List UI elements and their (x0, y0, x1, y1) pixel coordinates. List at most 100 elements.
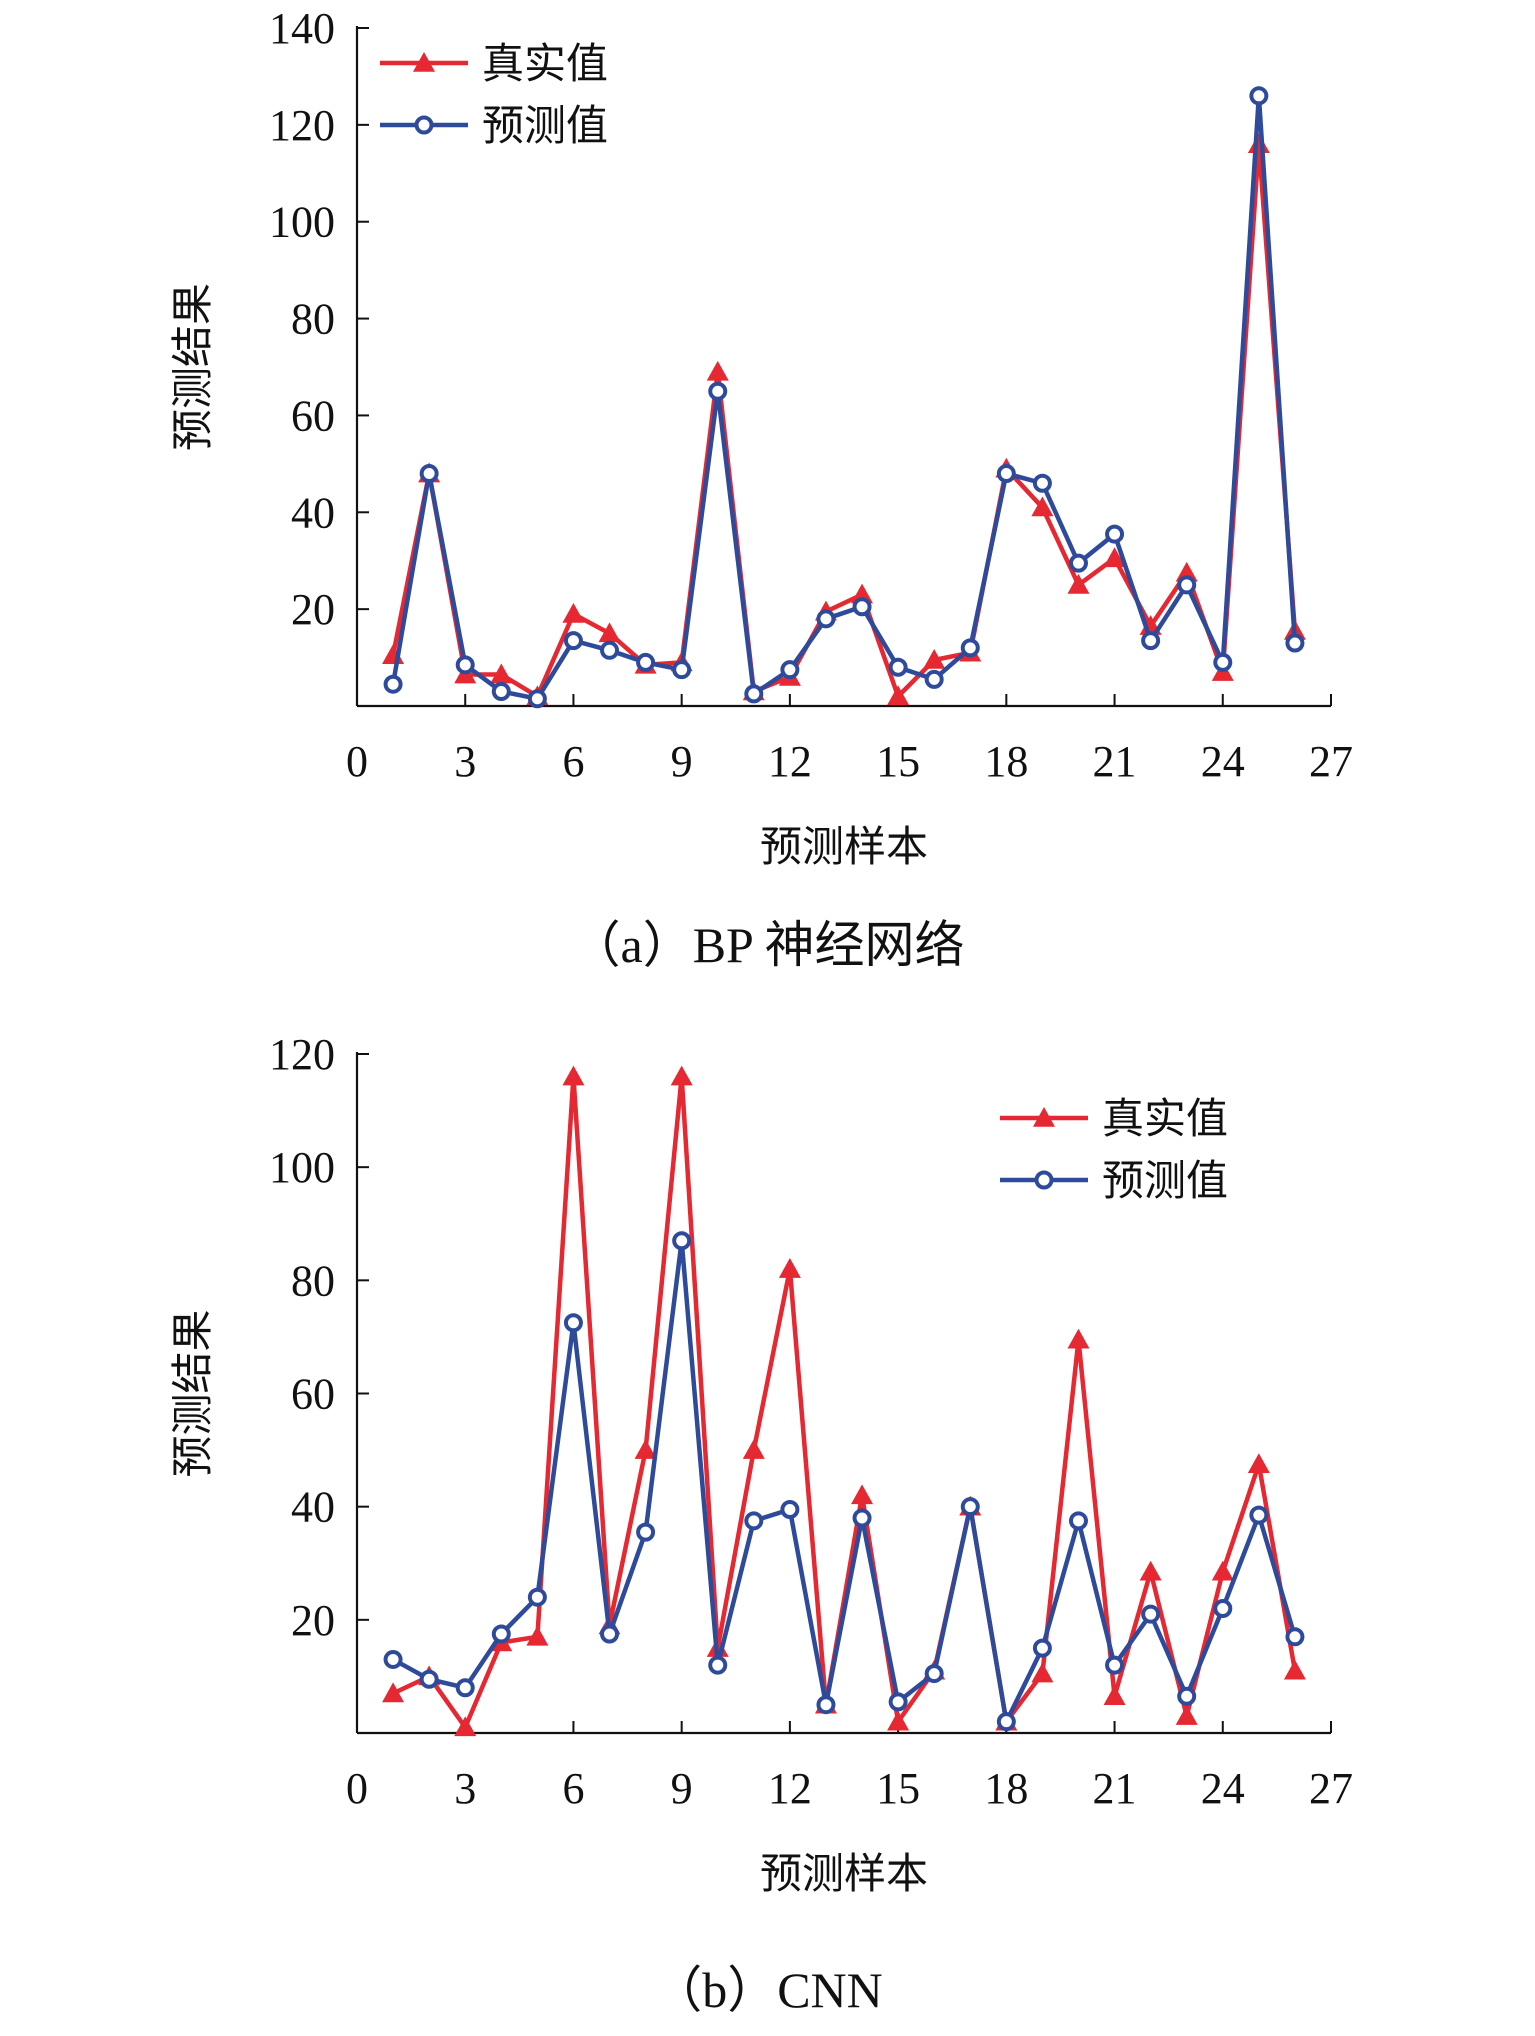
data-point (1141, 631, 1161, 651)
data-point (598, 622, 621, 643)
x-tick-label: 18 (984, 737, 1028, 786)
y-tick-label: 120 (269, 101, 335, 150)
data-point (672, 1231, 692, 1251)
x-tick-label: 24 (1201, 1764, 1245, 1813)
data-point (816, 609, 836, 629)
y-tick-label: 120 (269, 1030, 335, 1079)
data-point (383, 674, 403, 694)
legend-marker (1033, 1107, 1055, 1127)
data-point (706, 360, 729, 381)
data-point (600, 640, 620, 660)
data-point (382, 1682, 405, 1703)
y-tick-label: 40 (291, 1483, 335, 1532)
data-point (924, 1664, 944, 1684)
data-point (1031, 496, 1054, 517)
data-point (887, 685, 910, 706)
y-tick-label: 100 (269, 1143, 335, 1192)
x-tick-label: 6 (562, 737, 584, 786)
data-point (455, 1678, 475, 1698)
x-axis-label: 预测样本 (760, 1849, 928, 1898)
x-tick-label: 12 (768, 1764, 812, 1813)
data-point (1213, 652, 1233, 672)
data-point (888, 1692, 908, 1712)
data-point (1032, 1638, 1052, 1658)
data-point (1285, 1627, 1305, 1647)
data-point (1105, 1655, 1125, 1675)
x-tick-label: 15 (876, 737, 920, 786)
legend-marker (413, 52, 435, 72)
chart-cnn: 20 40 60 80 100 120 0 3 6 9 12 15 18 21 24 27 预测样本 预测结果 真实… (0, 1030, 1535, 2030)
axes: 20 40 60 80 100 120 140 0 3 6 9 12 15 18 21 24 27 (269, 4, 1353, 786)
data-point (780, 1499, 800, 1519)
data-point (1105, 524, 1125, 544)
y-tick-label: 40 (291, 488, 335, 537)
data-point (1213, 1599, 1233, 1619)
data-point (960, 1497, 980, 1517)
x-tick-label: 21 (1093, 1764, 1137, 1813)
x-tick-label: 15 (876, 1764, 920, 1813)
data-point (1175, 1705, 1198, 1725)
data-point (888, 657, 908, 677)
data-point (996, 1712, 1016, 1732)
x-axis-label: 预测样本 (760, 822, 928, 871)
data-point (563, 631, 583, 651)
data-point (742, 1439, 765, 1459)
data-point (670, 1065, 693, 1086)
x-tick-label: 9 (671, 737, 693, 786)
y-tick-label: 60 (291, 1370, 335, 1419)
axes: 20 40 60 80 100 120 0 3 6 9 12 15 18 21 24 27 (269, 1030, 1353, 1813)
data-point (1068, 553, 1088, 573)
x-tick-label: 27 (1309, 1764, 1353, 1813)
legend-label: 预测值 (482, 101, 608, 150)
x-tick-label: 6 (562, 1764, 584, 1813)
data-point (1067, 1328, 1090, 1349)
series-line (391, 1240, 1298, 1729)
data-point (526, 1625, 549, 1646)
data-point (1211, 1560, 1234, 1581)
data-point (563, 1313, 583, 1333)
y-tick-label: 20 (291, 1596, 335, 1645)
data-point (1141, 1604, 1161, 1624)
data-point (1249, 1505, 1269, 1525)
data-point (1283, 1659, 1306, 1680)
data-point (527, 689, 547, 709)
y-tick-label: 140 (269, 4, 335, 53)
data-point (527, 1587, 547, 1607)
data-point (744, 684, 764, 704)
data-point (996, 464, 1016, 484)
data-point (851, 583, 874, 604)
data-point (708, 381, 728, 401)
x-tick-label: 0 (346, 737, 368, 786)
data-point (780, 660, 800, 680)
data-point (454, 1716, 477, 1737)
y-tick-label: 20 (291, 585, 335, 634)
data-point (1247, 133, 1270, 154)
data-point (923, 648, 946, 669)
data-point (491, 681, 511, 701)
data-point (852, 1508, 872, 1528)
data-point (562, 1065, 585, 1086)
x-tick-label: 0 (346, 1764, 368, 1813)
data-point (455, 655, 475, 675)
x-tick-label: 27 (1309, 737, 1353, 786)
data-point (562, 602, 585, 623)
data-point (1139, 1560, 1162, 1581)
series-line (390, 95, 1298, 702)
legend-label: 真实值 (482, 39, 608, 88)
data-point (490, 663, 513, 684)
data-point (600, 1624, 620, 1644)
legend-marker (414, 115, 434, 135)
data-point (1103, 547, 1126, 568)
y-tick-label: 80 (291, 1256, 335, 1305)
x-tick-label: 9 (671, 1764, 693, 1813)
data-point (636, 652, 656, 672)
legend-label: 预测值 (1102, 1156, 1228, 1205)
y-tick-label: 100 (269, 198, 335, 247)
data-point (1032, 473, 1052, 493)
caption-bp-neural-network: （a）BP 神经网络 (570, 917, 965, 973)
data-point (852, 597, 872, 617)
data-point (778, 1258, 801, 1278)
data-point (744, 1511, 764, 1531)
